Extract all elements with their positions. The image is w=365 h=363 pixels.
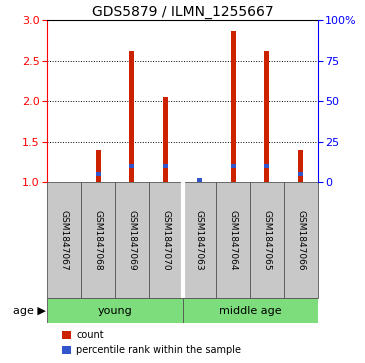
Bar [96,150,101,183]
Bar [96,172,101,176]
Legend: count, percentile rank within the sample: count, percentile rank within the sample [58,326,245,359]
Bar [182,183,216,298]
Bar [129,164,134,168]
Bar [182,298,318,323]
Text: age ▶: age ▶ [13,306,46,315]
Bar [231,30,236,183]
Bar [231,164,236,168]
Text: GSM1847063: GSM1847063 [195,210,204,270]
Text: GSM1847066: GSM1847066 [296,210,305,270]
Bar [81,183,115,298]
Bar [250,183,284,298]
Bar [115,183,149,298]
Text: young: young [97,306,132,315]
Text: GSM1847069: GSM1847069 [127,210,137,270]
Bar [216,183,250,298]
Bar [149,183,182,298]
Text: GSM1847068: GSM1847068 [93,210,103,270]
Bar [197,178,202,183]
Bar [163,164,168,168]
Text: GDS5879 / ILMN_1255667: GDS5879 / ILMN_1255667 [92,5,273,20]
Bar [284,183,318,298]
Text: GSM1847065: GSM1847065 [262,210,272,270]
Text: GSM1847070: GSM1847070 [161,210,170,270]
Bar [129,51,134,183]
Bar [298,172,303,176]
Bar [47,183,81,298]
Text: GSM1847067: GSM1847067 [60,210,69,270]
Bar [163,97,168,183]
Bar [47,298,182,323]
Bar [298,150,303,183]
Bar [264,51,269,183]
Text: GSM1847064: GSM1847064 [228,210,238,270]
Text: middle age: middle age [219,306,281,315]
Bar [264,164,269,168]
